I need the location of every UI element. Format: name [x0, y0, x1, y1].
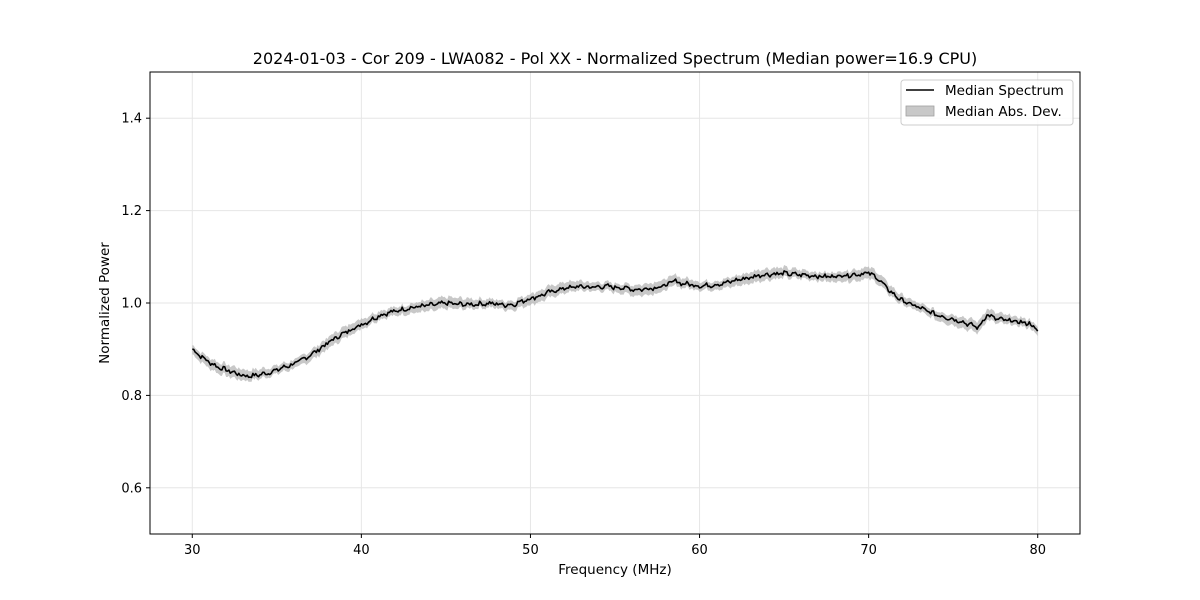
y-axis-title: Normalized Power — [97, 242, 113, 364]
y-axis: 0.6 0.8 1.0 1.2 1.4 — [121, 112, 150, 496]
median-line-layer — [192, 270, 1039, 379]
y-tick-label: 1.2 — [121, 204, 142, 219]
x-tick-label: 50 — [522, 543, 539, 558]
grid — [150, 72, 1080, 534]
x-tick-label: 30 — [184, 543, 201, 558]
x-axis-title: Frequency (MHz) — [558, 562, 671, 578]
x-tick-label: 40 — [353, 543, 370, 558]
mad-band-layer — [192, 265, 1038, 382]
y-tick-label: 1.4 — [121, 112, 142, 127]
y-tick-label: 1.0 — [121, 297, 142, 312]
x-tick-label: 70 — [860, 543, 877, 558]
legend-band-swatch — [905, 105, 935, 117]
mad-band — [192, 265, 1038, 382]
x-tick-label: 80 — [1029, 543, 1046, 558]
legend-box — [900, 79, 1074, 126]
median-spectrum-line — [192, 270, 1039, 379]
y-tick-label: 0.6 — [121, 481, 142, 496]
legend-label-median-abs-dev: Median Abs. Dev. — [945, 104, 1062, 120]
y-tick-label: 0.8 — [121, 389, 142, 404]
x-tick-label: 60 — [691, 543, 708, 558]
legend: Median Spectrum Median Abs. Dev. — [900, 79, 1074, 126]
legend-label-median-spectrum: Median Spectrum — [945, 83, 1064, 99]
chart-title: 2024-01-03 - Cor 209 - LWA082 - Pol XX -… — [253, 49, 977, 68]
x-axis: 30 40 50 60 70 80 — [184, 534, 1046, 558]
